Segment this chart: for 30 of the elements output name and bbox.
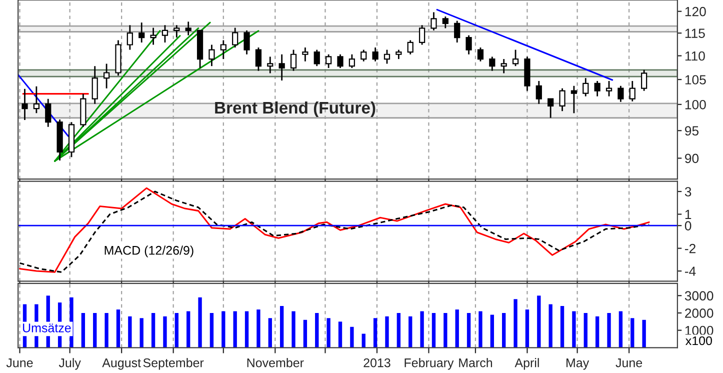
y-tick-label: 120: [685, 6, 706, 16]
x-tick-label: September: [143, 358, 204, 370]
y-tick-label: 3: [684, 187, 692, 196]
x-tick-label: April: [514, 358, 539, 370]
y-tick-label: 3000: [684, 291, 714, 301]
x-tick-label: February: [404, 358, 454, 370]
y-tick-label: 2000: [685, 308, 714, 318]
y-tick-label: 0: [684, 221, 692, 230]
x-tick-label: 2013: [364, 358, 390, 368]
text: x100: [686, 336, 712, 346]
x-tick-label: July: [58, 358, 81, 370]
x-tick-label: March: [459, 358, 492, 368]
y-tick-label: 110: [685, 51, 705, 61]
y-tick-label: 1000: [685, 326, 714, 336]
y-tick-label: 95: [685, 126, 699, 136]
x-tick-label: November: [247, 358, 304, 368]
x-tick-label: June: [616, 358, 642, 368]
y-tick-label: 115: [685, 28, 705, 38]
y-tick-label: 90: [685, 154, 699, 164]
text: Brent Blend (Future): [215, 101, 376, 117]
y-tick-label: -2: [684, 244, 696, 254]
x-tick-label: August: [102, 358, 141, 370]
y-tick-label: 1: [685, 210, 692, 219]
y-tick-label: -4: [684, 266, 696, 276]
y-tick-label: 100: [685, 100, 706, 110]
x-tick-label: May: [566, 358, 590, 370]
x-tick-label: June: [6, 358, 33, 368]
annotation: MACD (12/26/9): [104, 246, 194, 258]
annotation: Umsätze: [22, 324, 71, 332]
y-tick-label: 105: [685, 75, 706, 84]
